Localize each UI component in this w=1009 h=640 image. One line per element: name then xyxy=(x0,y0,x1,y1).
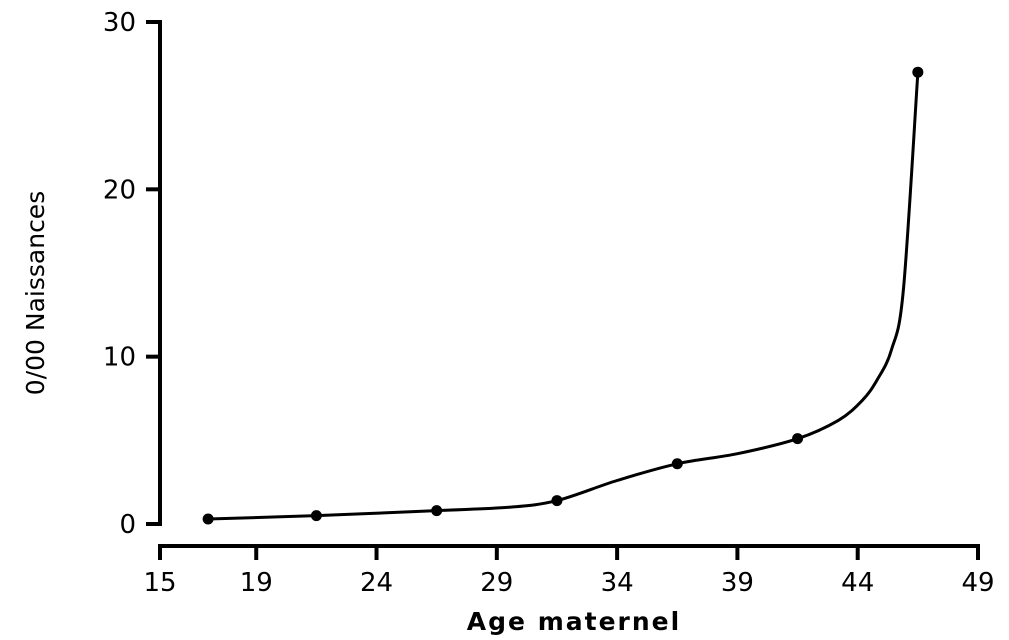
x-tick-label: 34 xyxy=(601,568,634,598)
x-tick-label: 39 xyxy=(721,568,754,598)
y-ticks: 0 10 20 30 xyxy=(103,8,160,540)
x-ticks: 15 19 24 29 34 39 44 49 xyxy=(143,546,995,598)
x-tick-label: 44 xyxy=(841,568,874,598)
data-point xyxy=(551,495,563,507)
data-point xyxy=(431,505,443,517)
data-point xyxy=(912,66,924,78)
x-tick-label: 15 xyxy=(143,568,176,598)
y-tick-label: 0 xyxy=(119,510,136,540)
data-point xyxy=(671,458,683,470)
y-tick-label: 10 xyxy=(103,343,136,373)
x-tick-label: 49 xyxy=(961,568,994,598)
y-axis-label: 0/00 Naissances xyxy=(21,191,50,395)
x-tick-label: 24 xyxy=(360,568,393,598)
x-tick-label: 29 xyxy=(480,568,513,598)
x-tick-label: 19 xyxy=(240,568,273,598)
x-axis-label: Age maternel xyxy=(467,607,681,636)
data-point xyxy=(310,510,322,522)
series xyxy=(202,66,924,525)
y-tick-label: 20 xyxy=(103,175,136,205)
series-line xyxy=(206,70,920,521)
data-point xyxy=(792,433,804,445)
data-point xyxy=(202,513,214,525)
y-tick-label: 30 xyxy=(103,8,136,38)
